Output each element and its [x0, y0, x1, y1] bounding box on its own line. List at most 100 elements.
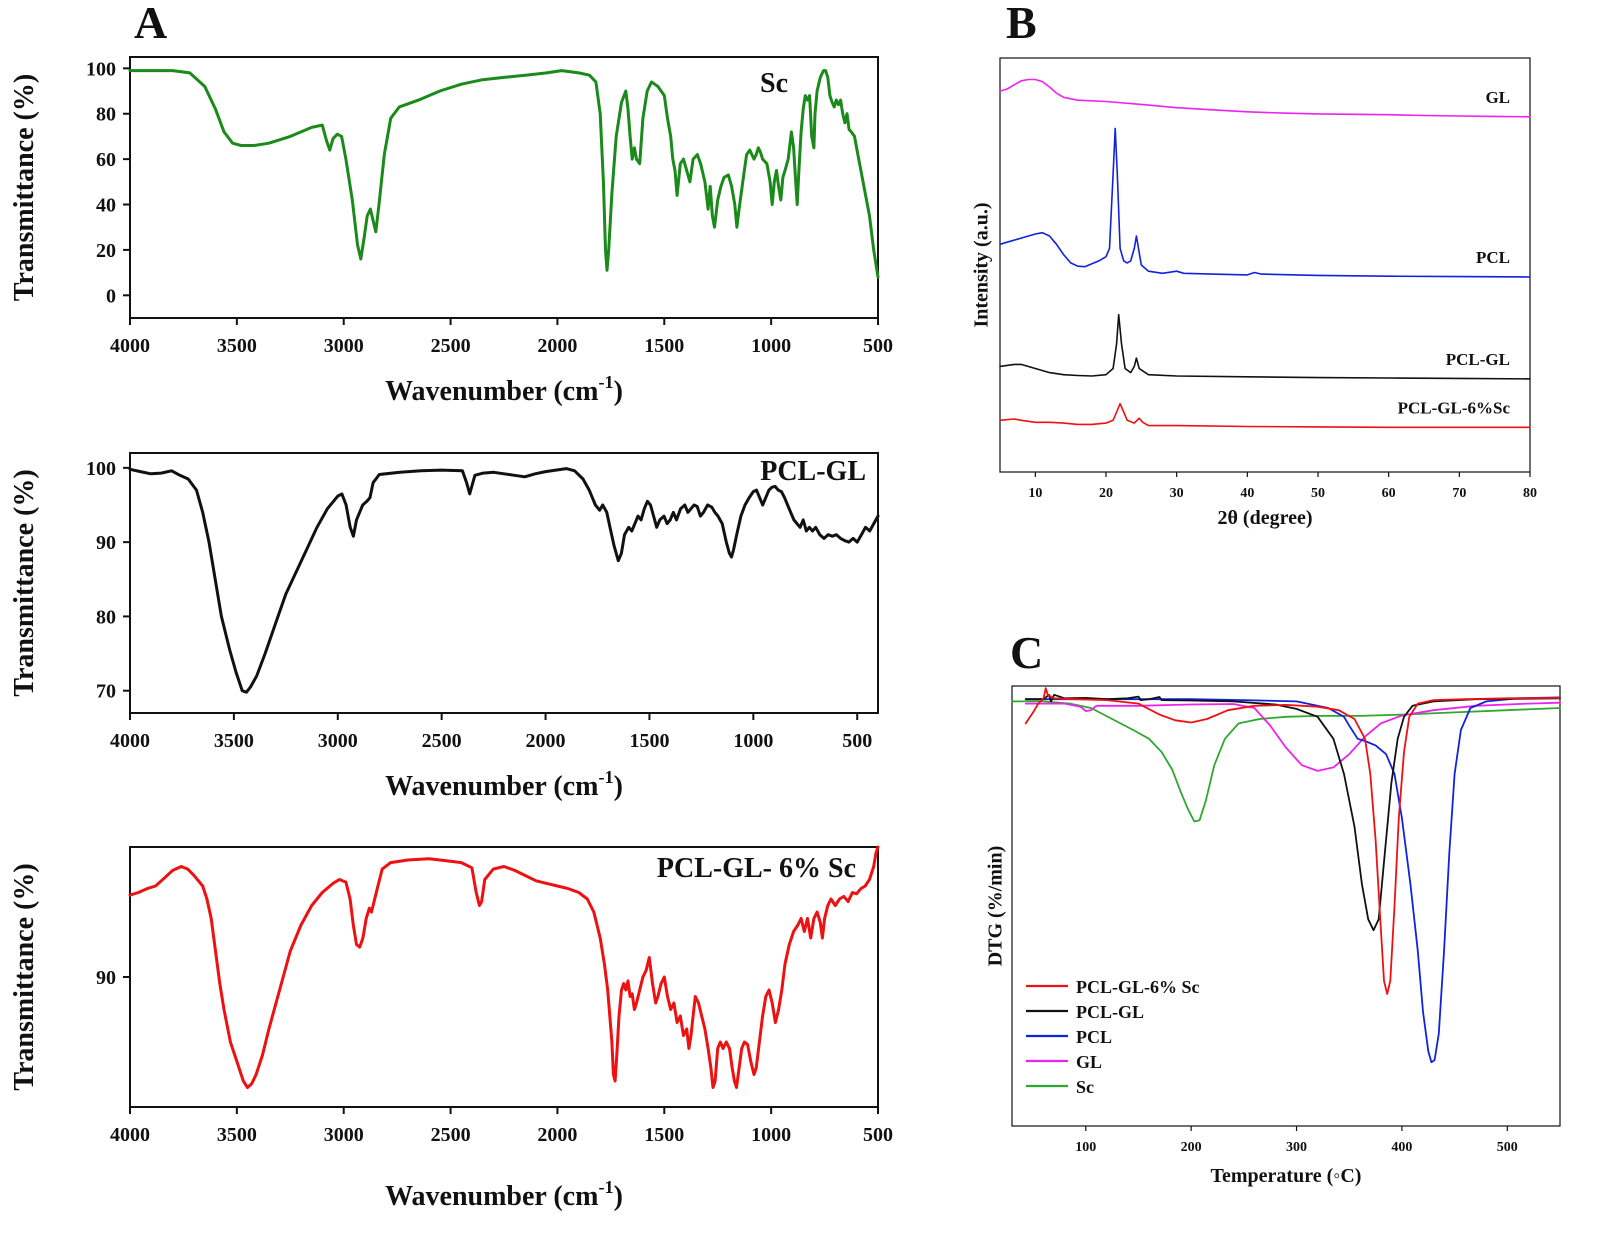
y-axis-title: Transmittance (%): [9, 863, 40, 1090]
x-axis-title-end: ): [614, 1181, 623, 1212]
legend-label-gl: GL: [1076, 1052, 1102, 1072]
x-tick-label: 2000: [537, 1124, 577, 1146]
x-axis-title: Wavenumber (cm-1): [385, 1177, 623, 1212]
x-axis-title-sup: -1: [598, 767, 613, 787]
y-tick-label: 40: [96, 195, 116, 217]
curve-label: PCL-GL- 6% Sc: [657, 853, 856, 884]
panel-letter-b: B: [1006, 0, 1037, 48]
x-tick-label: 3500: [217, 335, 257, 357]
x-axis-title-sup: -1: [598, 1177, 613, 1197]
series-line-spectrum: [128, 467, 880, 694]
x-tick-label: 80: [1523, 486, 1537, 501]
x-tick-label: 50: [1311, 486, 1325, 501]
x-tick-label: 3000: [324, 1124, 364, 1146]
x-axis-title: Wavenumber (cm-1): [385, 372, 623, 407]
x-axis-title: Temperature (◦C): [1211, 1165, 1362, 1187]
series-line-pcl-gl-6-sc: [999, 402, 1531, 429]
y-axis-title: Intensity (a.u.): [971, 202, 993, 327]
y-axis-title: Transmittance (%): [9, 469, 40, 696]
x-tick-label: 1500: [629, 730, 669, 752]
x-tick-label: 3000: [318, 730, 358, 752]
x-axis-title-main: Wavenumber (cm: [385, 376, 598, 407]
series-line-pcl: [1024, 696, 1561, 1064]
legend-label-pcl-gl-6-sc: PCL-GL-6% Sc: [1076, 977, 1200, 997]
y-tick-label: 60: [96, 149, 116, 171]
plot-frame: [129, 846, 879, 1108]
series-line-pcl-gl-6-sc: [1024, 687, 1561, 995]
y-tick-label: 80: [96, 606, 116, 628]
series-label-pcl: PCL: [1476, 248, 1510, 267]
curve-label: PCL-GL: [760, 456, 866, 487]
panel-letter-a: A: [134, 0, 167, 48]
series-label-pcl-gl: PCL-GL: [1446, 350, 1510, 369]
x-tick-label: 1000: [733, 730, 773, 752]
y-tick-label: 90: [96, 532, 116, 554]
series-line-pcl-gl: [999, 313, 1531, 380]
x-tick-label: 2500: [422, 730, 462, 752]
plot-frame: [129, 452, 879, 714]
x-tick-label: 300: [1286, 1140, 1307, 1155]
x-axis-title-sup: -1: [598, 372, 613, 392]
series-label-gl: GL: [1485, 88, 1510, 107]
x-axis-title: Wavenumber (cm-1): [385, 767, 623, 802]
x-tick-label: 4000: [110, 335, 150, 357]
x-tick-label: 30: [1170, 486, 1184, 501]
x-tick-label: 400: [1391, 1140, 1412, 1155]
x-tick-label: 3000: [324, 335, 364, 357]
ftir-chart-sc: 4000 3500 3000 2500 2000 1500 1000 500 0 20 40 60 80…: [9, 56, 893, 407]
series-label-pcl-gl-6-sc: PCL-GL-6%Sc: [1398, 398, 1511, 417]
legend-label-sc: Sc: [1076, 1077, 1094, 1097]
series-line-pcl: [999, 127, 1531, 278]
x-tick-label: 2500: [431, 1124, 471, 1146]
x-tick-label: 4000: [110, 730, 150, 752]
plot-frame: [129, 56, 879, 319]
x-tick-label: 100: [1075, 1140, 1096, 1155]
dtg-chart: 100 200 300 400 500 Temperature (◦C) DTG (%/mi…: [985, 685, 1561, 1187]
legend-label-pcl-gl: PCL-GL: [1076, 1002, 1144, 1022]
series-line-pcl-gl: [1024, 693, 1561, 932]
series-line-sc: [1011, 700, 1561, 823]
x-tick-label: 1000: [751, 1124, 791, 1146]
x-tick-label: 2000: [526, 730, 566, 752]
x-tick-label: 4000: [110, 1124, 150, 1146]
plot-frame: [999, 57, 1531, 473]
x-tick-label: 60: [1382, 486, 1396, 501]
y-tick-label: 70: [96, 681, 116, 703]
ftir-chart-pcl-gl-6sc: 4000 3500 3000 2500 2000 1500 1000 500 90 Wavenum…: [9, 845, 893, 1212]
x-axis-title-end: ): [614, 771, 623, 802]
x-tick-label: 200: [1181, 1140, 1202, 1155]
y-tick-label: 80: [96, 104, 116, 126]
y-tick-label: 100: [86, 58, 116, 80]
x-tick-label: 40: [1240, 486, 1254, 501]
series-line-spectrum: [128, 845, 880, 1089]
x-axis-title-main: Wavenumber (cm: [385, 771, 598, 802]
x-tick-label: 2500: [431, 335, 471, 357]
series-line-gl: [999, 78, 1531, 118]
x-tick-label: 1000: [751, 335, 791, 357]
y-tick-label: 20: [96, 240, 116, 262]
curve-label: Sc: [760, 68, 788, 99]
series-line-gl: [1024, 701, 1561, 772]
x-tick-label: 20: [1099, 486, 1113, 501]
x-tick-label: 70: [1452, 486, 1466, 501]
ftir-chart-pcl-gl: 4000 3500 3000 2500 2000 1500 1000 500 70 80 90 100…: [9, 452, 880, 802]
x-axis-title-main: Wavenumber (cm: [385, 1181, 598, 1212]
x-tick-label: 1500: [644, 335, 684, 357]
panel-letter-c: C: [1010, 627, 1043, 678]
y-tick-label: 90: [96, 967, 116, 989]
x-tick-label: 3500: [217, 1124, 257, 1146]
legend-label-pcl: PCL: [1076, 1027, 1112, 1047]
y-tick-label: 100: [86, 458, 116, 480]
y-tick-label: 0: [106, 285, 116, 307]
x-tick-label: 10: [1028, 486, 1042, 501]
y-axis-title: DTG (%/min): [985, 846, 1007, 967]
x-axis-title-end: ): [614, 376, 623, 407]
x-axis-title: 2θ (degree): [1217, 507, 1312, 529]
y-axis-title: Transmittance (%): [9, 74, 40, 301]
plot-frame: [1011, 685, 1561, 1127]
x-tick-label: 500: [842, 730, 872, 752]
x-tick-label: 500: [1497, 1140, 1518, 1155]
x-tick-label: 500: [863, 335, 893, 357]
x-tick-label: 500: [863, 1124, 893, 1146]
